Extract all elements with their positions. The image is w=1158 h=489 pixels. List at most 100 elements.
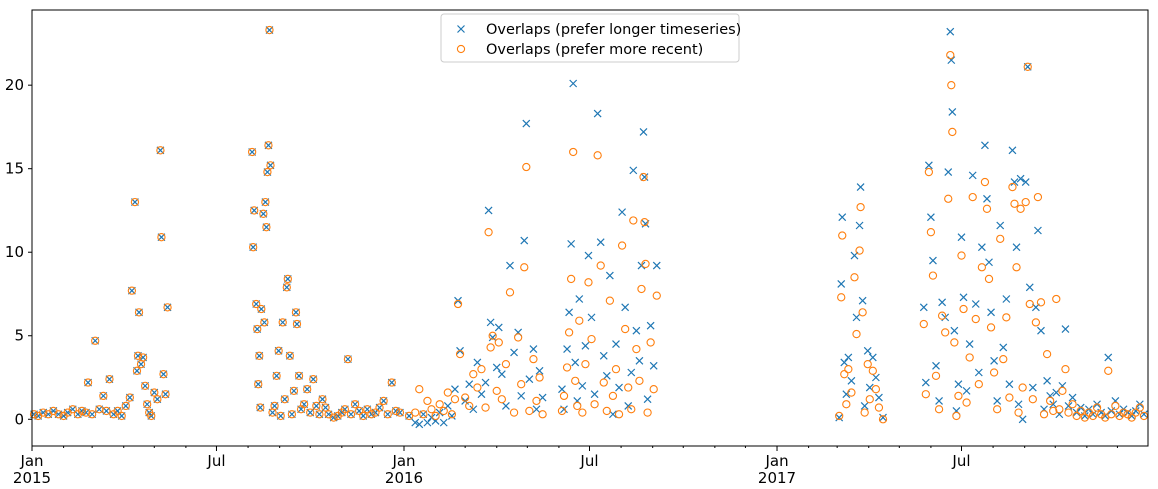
data-point-longer — [1008, 146, 1017, 155]
data-point-recent — [250, 206, 259, 215]
data-point-recent — [575, 316, 584, 325]
data-point-longer — [844, 353, 853, 362]
data-point-longer — [525, 375, 534, 384]
data-point-recent — [860, 408, 869, 417]
data-point-longer — [1131, 406, 1140, 415]
data-point-longer — [1021, 178, 1030, 186]
data-point-recent — [993, 405, 1002, 414]
data-point-longer — [1049, 400, 1058, 409]
data-point-recent — [980, 177, 990, 187]
data-point-longer — [1018, 415, 1027, 424]
data-point-recent — [532, 396, 541, 406]
data-point-longer — [637, 261, 646, 270]
data-point-longer — [494, 323, 503, 332]
data-point-recent — [159, 370, 168, 379]
data-point-longer — [497, 370, 506, 379]
data-point-recent — [931, 371, 941, 380]
data-point-longer — [602, 371, 611, 380]
data-point-recent — [557, 406, 567, 416]
data-point-recent — [477, 365, 486, 374]
data-point-recent — [522, 162, 531, 172]
data-point-recent — [611, 365, 621, 374]
data-point-longer — [837, 280, 846, 288]
data-point-recent — [919, 319, 928, 329]
data-point-recent — [1005, 393, 1014, 402]
x-tick-label: Jul — [206, 452, 225, 470]
data-point-recent — [1076, 406, 1085, 416]
data-point-longer — [977, 243, 986, 252]
data-point-recent — [395, 408, 405, 417]
data-point-recent — [143, 400, 152, 409]
data-point-recent — [937, 311, 947, 320]
data-point-recent — [1046, 396, 1055, 406]
data-point-recent — [1052, 294, 1061, 304]
data-point-longer — [1068, 393, 1077, 402]
data-point-recent — [1119, 408, 1128, 417]
data-point-longer — [447, 412, 456, 420]
data-point-recent — [962, 398, 971, 407]
data-point-recent — [287, 410, 297, 419]
data-point-recent — [982, 204, 992, 213]
data-point-recent — [599, 378, 608, 387]
data-point-recent — [840, 370, 849, 379]
data-point-longer — [1061, 325, 1070, 333]
data-point-recent — [564, 328, 574, 337]
data-point-recent — [274, 346, 283, 355]
data-point-longer — [1115, 410, 1124, 419]
data-point-longer — [838, 213, 847, 222]
data-point-recent — [986, 323, 996, 332]
data-point-recent — [617, 241, 627, 250]
data-point-recent — [608, 391, 618, 401]
data-point-recent — [1023, 62, 1032, 71]
data-point-recent — [1064, 408, 1073, 417]
data-point-longer — [473, 358, 482, 367]
data-point-longer — [569, 79, 578, 88]
data-point-recent — [383, 410, 392, 419]
data-point-recent — [253, 324, 262, 334]
data-point-longer — [879, 413, 887, 422]
data-point-recent — [946, 50, 955, 60]
data-point-longer — [635, 356, 644, 365]
data-point-longer — [415, 420, 424, 429]
data-point-recent — [529, 354, 538, 364]
data-point-recent — [455, 349, 465, 359]
data-point-longer — [565, 308, 574, 317]
data-point-recent — [1049, 406, 1058, 416]
data-point-recent — [847, 388, 856, 397]
data-point-longer — [847, 376, 856, 385]
data-point-recent — [435, 400, 444, 409]
data-point-recent — [411, 408, 420, 417]
data-point-longer — [1089, 410, 1097, 419]
data-point-recent — [292, 319, 302, 329]
data-point-recent — [924, 167, 934, 177]
data-point-recent — [280, 395, 289, 404]
data-point-recent — [150, 388, 159, 397]
data-point-longer — [590, 390, 599, 399]
data-point-recent — [29, 410, 39, 419]
data-point-recent — [484, 228, 493, 237]
data-point-longer — [481, 378, 490, 387]
x-tick-label: Jul — [579, 452, 598, 470]
data-point-recent — [443, 388, 452, 397]
data-point-recent — [427, 405, 436, 414]
data-point-longer — [443, 401, 452, 410]
data-point-recent — [593, 151, 602, 160]
data-point-recent — [265, 25, 274, 35]
data-point-recent — [121, 401, 130, 411]
data-point-recent — [505, 288, 515, 297]
data-point-recent — [147, 411, 156, 421]
data-point-longer — [1016, 174, 1025, 183]
y-tick-label: 0 — [14, 410, 24, 428]
data-point-recent — [447, 410, 457, 419]
data-point-recent — [562, 363, 572, 372]
data-point-longer — [1034, 226, 1042, 235]
data-point-recent — [1014, 408, 1023, 417]
data-point-longer — [946, 27, 955, 36]
data-point-recent — [581, 359, 590, 369]
data-point-recent — [157, 233, 166, 242]
data-point-recent — [635, 376, 644, 386]
data-point-longer — [835, 413, 844, 422]
data-point-recent — [871, 385, 881, 394]
series-longer-timeseries — [30, 26, 1148, 429]
data-point-longer — [639, 128, 648, 136]
